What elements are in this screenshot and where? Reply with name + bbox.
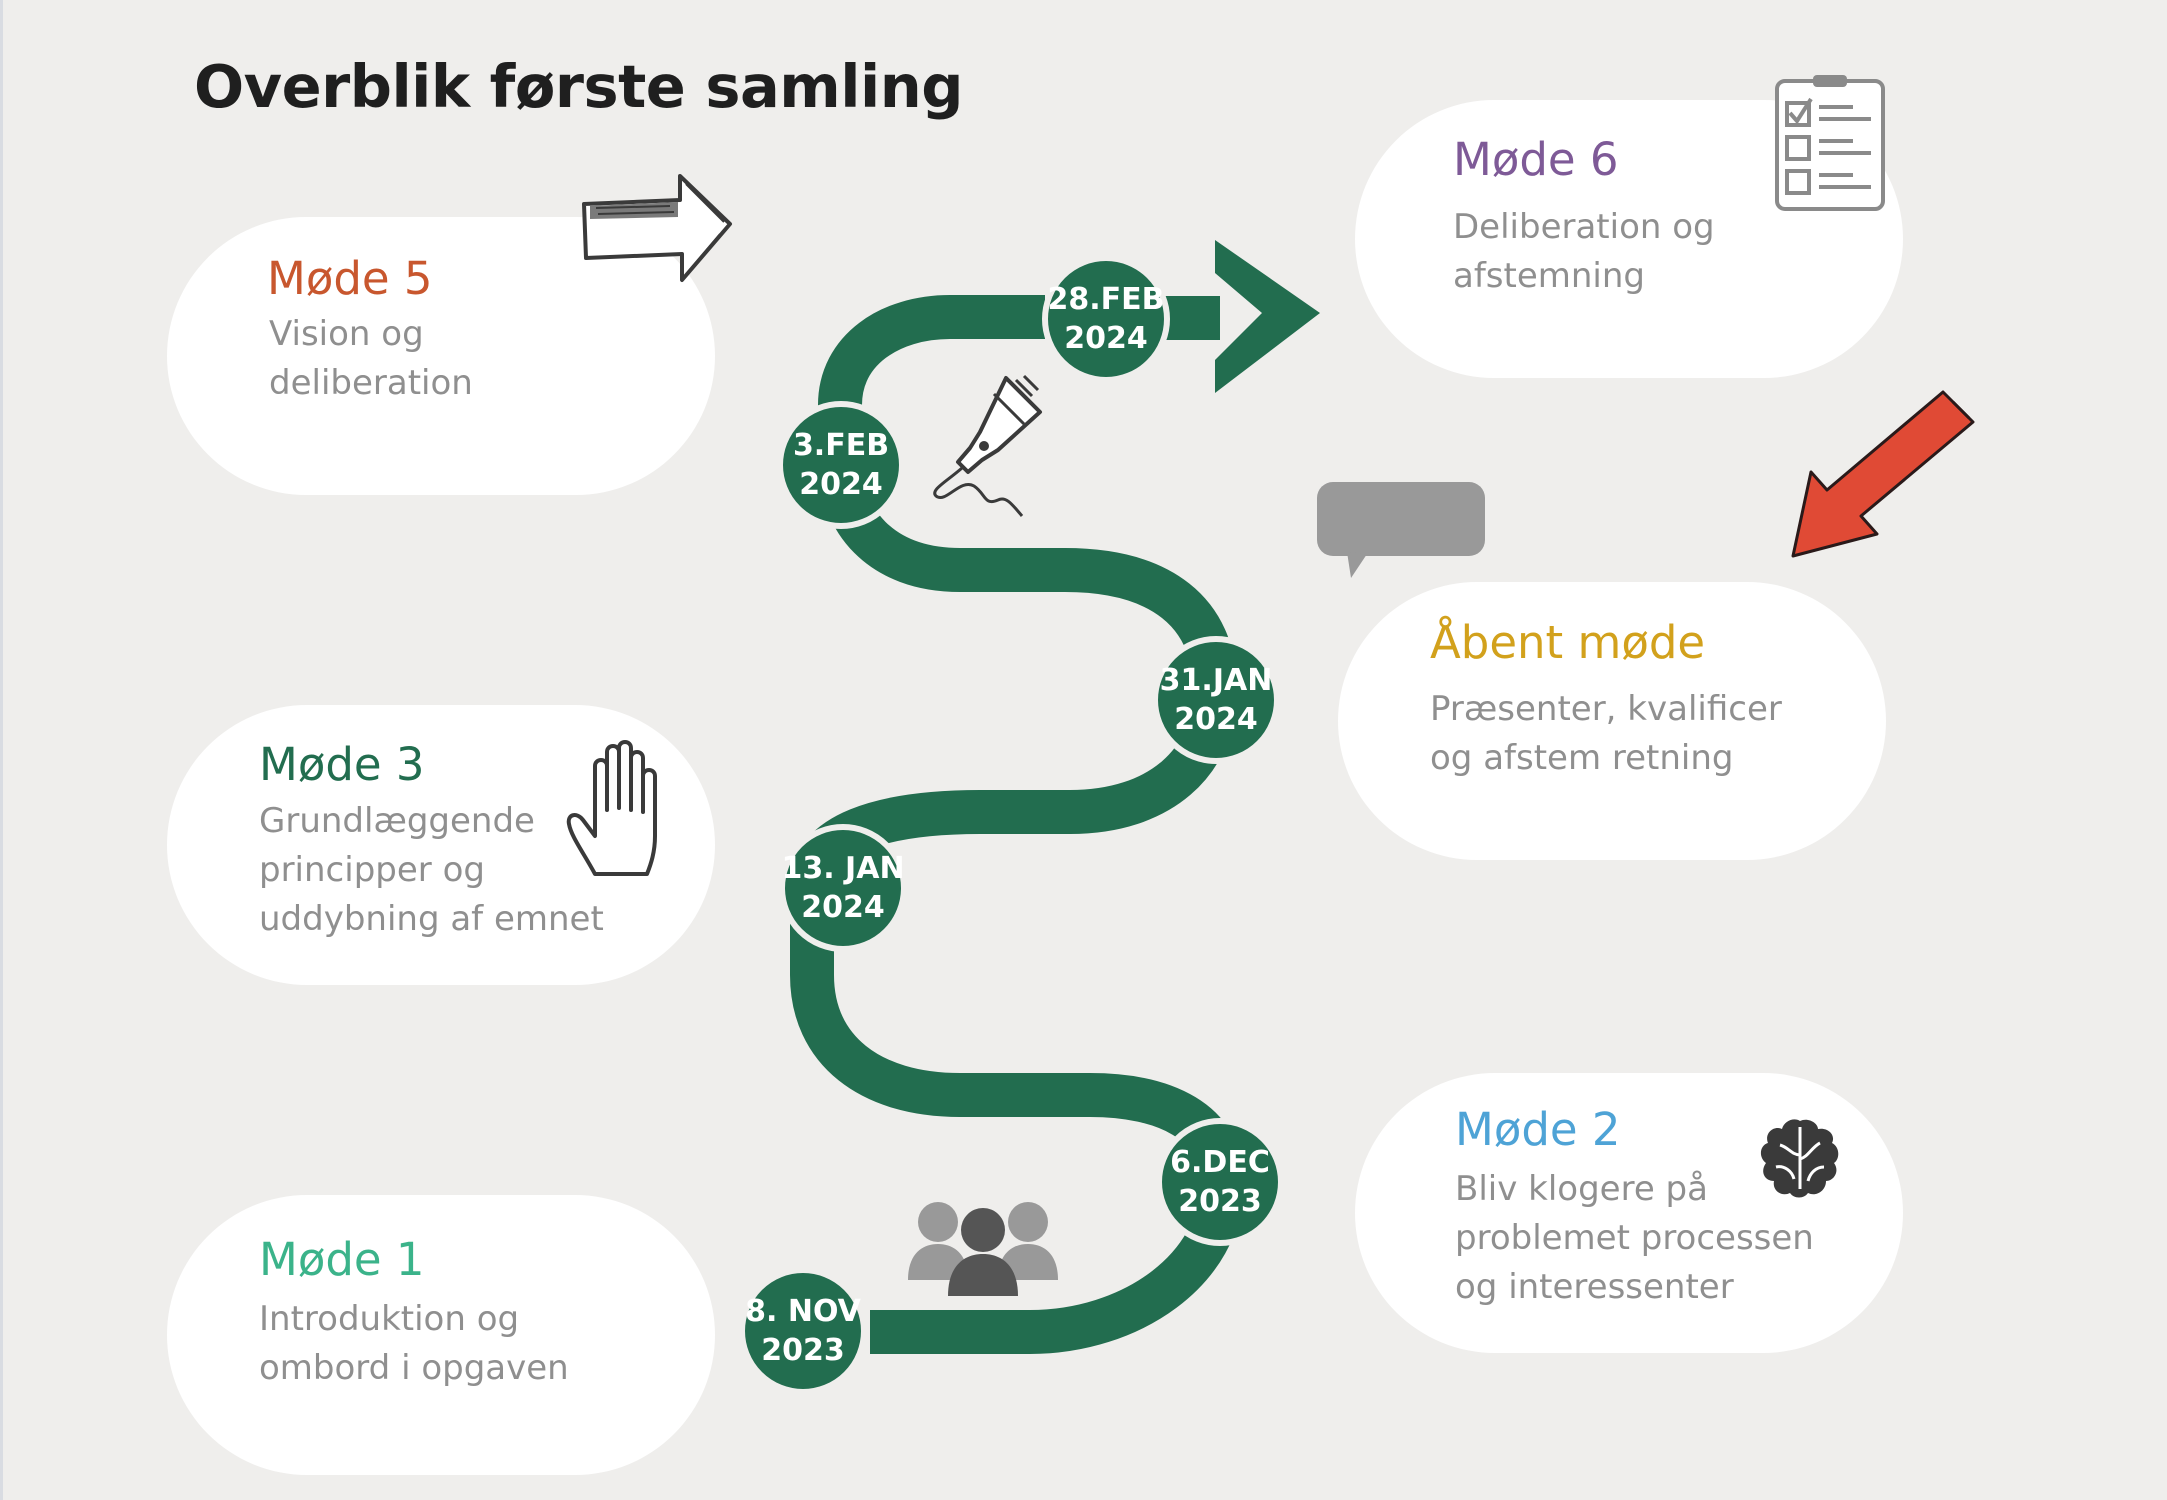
card-mode3-title: Møde 3 <box>259 738 425 791</box>
card-mode2: Møde 2 Bliv klogere på problemet process… <box>1355 1073 1903 1353</box>
date-marker-feb28: 28.FEB 2024 <box>1042 255 1170 383</box>
raised-hand-icon <box>566 740 657 876</box>
card-abent-mode-desc: Præsenter, kvalificer og afstem retning <box>1430 689 1782 778</box>
card-mode2-title: Møde 2 <box>1455 1103 1621 1156</box>
page-title: Overblik første samling <box>194 52 963 121</box>
card-mode2-desc: Bliv klogere på problemet processen og i… <box>1455 1169 1814 1307</box>
date-marker-line2: 2023 <box>761 1333 845 1368</box>
timeline-arrow-head <box>1215 240 1320 393</box>
card-abent-mode-title: Åbent møde <box>1430 616 1706 669</box>
card-mode1: Møde 1 Introduktion og ombord i opgaven <box>167 1195 715 1475</box>
fountain-pen-icon <box>933 374 1042 517</box>
date-marker-line2: 2024 <box>1064 321 1148 356</box>
date-marker-jan13: 13. JAN 2024 <box>779 824 907 952</box>
checklist-icon <box>1775 75 1885 211</box>
left-edge-divider <box>0 0 3 1500</box>
card-mode5-desc: Vision og deliberation <box>269 314 473 403</box>
card-mode3-desc: Grundlæggende principper og uddybning af… <box>259 801 604 939</box>
date-marker-jan31: 31.JAN 2024 <box>1152 636 1280 764</box>
card-abent-mode: Åbent møde Præsenter, kvalificer og afst… <box>1338 582 1886 860</box>
brain-icon <box>1760 1119 1839 1198</box>
date-marker-line2: 2024 <box>799 467 883 502</box>
card-mode1-desc: Introduktion og ombord i opgaven <box>259 1299 569 1388</box>
date-marker-line1: 3.FEB <box>792 428 890 463</box>
date-marker-line1: 31.JAN <box>1159 663 1273 698</box>
card-mode1-title: Møde 1 <box>259 1233 425 1286</box>
date-marker-line2: 2023 <box>1178 1184 1262 1219</box>
date-marker-dec: 6.DEC 2023 <box>1156 1118 1284 1246</box>
date-marker-line1: 8. NOV <box>745 1294 861 1329</box>
card-mode6-desc: Deliberation og afstemning <box>1453 207 1715 296</box>
date-marker-feb3: 3.FEB 2024 <box>777 401 905 529</box>
card-mode5-title: Møde 5 <box>267 252 433 305</box>
date-marker-line1: 28.FEB <box>1047 282 1165 317</box>
date-marker-line1: 6.DEC <box>1170 1145 1270 1180</box>
date-marker-line1: 13. JAN <box>781 851 905 886</box>
card-mode5: Møde 5 Vision og deliberation <box>167 217 715 495</box>
people-group-icon <box>908 1202 1058 1296</box>
date-marker-line2: 2024 <box>801 890 885 925</box>
date-marker-nov: 8. NOV 2023 <box>739 1267 867 1395</box>
hand-drawn-arrow-icon <box>582 174 732 282</box>
date-marker-line2: 2024 <box>1174 702 1258 737</box>
red-arrow-icon <box>1791 390 1975 558</box>
card-mode6-title: Møde 6 <box>1453 133 1619 186</box>
speech-bubble-icon <box>1317 482 1485 578</box>
